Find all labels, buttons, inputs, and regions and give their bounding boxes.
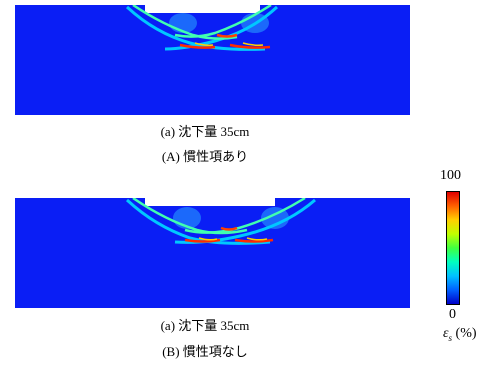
surface-depression	[123, 5, 285, 13]
strain-contour-panel-a	[15, 5, 410, 115]
shear-band-left-inner	[132, 5, 238, 40]
high-strain-center	[216, 33, 238, 38]
high-strain-right	[234, 238, 274, 243]
soil-domain	[15, 198, 410, 308]
high-strain-left	[179, 43, 216, 49]
panel-a-caption-condition: (A) 慣性項あり	[161, 149, 249, 164]
quantity-subscript: s	[448, 332, 453, 343]
shear-band-left-inner	[132, 198, 248, 235]
shear-band-right-inner	[184, 198, 306, 234]
quantity-unit: (%)	[455, 326, 477, 341]
shear-band-right-outer	[164, 5, 279, 51]
shear-band-left-outer	[125, 5, 266, 51]
colorbar-max-label: 100	[440, 168, 461, 183]
high-strain-center	[220, 226, 238, 231]
panel-a-caption-settlement: (a) 沈下量 35cm	[160, 124, 250, 139]
panel-b-caption-condition: (B) 慣性項なし	[162, 344, 248, 359]
colorbar-min-label: 0	[449, 307, 456, 322]
soil-domain	[15, 5, 410, 115]
shear-band-left-outer	[125, 198, 271, 245]
strain-contour-panel-b	[15, 198, 410, 308]
high-strain-left	[184, 238, 221, 243]
surface-depression	[123, 198, 310, 206]
shear-band-right-inner	[174, 5, 272, 38]
quantity-symbol: ε	[443, 326, 449, 341]
panel-b-caption-settlement: (a) 沈下量 35cm	[160, 318, 250, 333]
colorbar-quantity-label: εs (%)	[443, 326, 477, 344]
colorbar-gradient	[446, 191, 460, 305]
high-strain-right	[229, 43, 271, 49]
